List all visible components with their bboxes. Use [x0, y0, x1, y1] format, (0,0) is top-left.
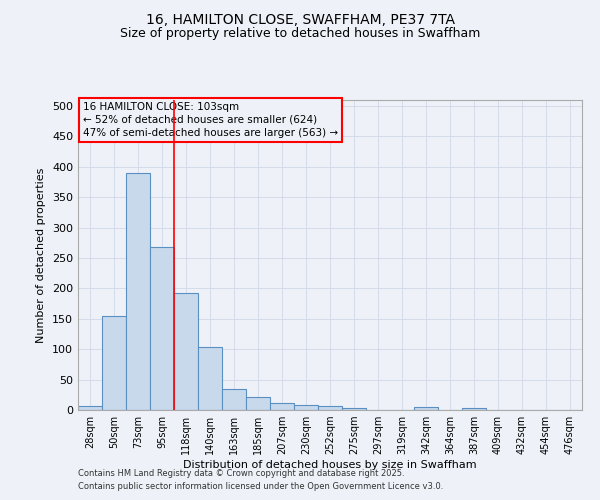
Bar	[246, 396, 270, 410]
Bar	[270, 402, 294, 410]
Text: 16, HAMILTON CLOSE, SWAFFHAM, PE37 7TA: 16, HAMILTON CLOSE, SWAFFHAM, PE37 7TA	[146, 12, 455, 26]
Bar	[342, 408, 366, 410]
Y-axis label: Number of detached properties: Number of detached properties	[37, 168, 46, 342]
Bar	[294, 404, 318, 410]
Bar	[318, 406, 342, 410]
Bar	[126, 173, 150, 410]
Text: Size of property relative to detached houses in Swaffham: Size of property relative to detached ho…	[120, 28, 480, 40]
X-axis label: Distribution of detached houses by size in Swaffham: Distribution of detached houses by size …	[183, 460, 477, 470]
Bar	[102, 316, 126, 410]
Bar	[222, 388, 246, 410]
Bar	[78, 406, 102, 410]
Text: Contains public sector information licensed under the Open Government Licence v3: Contains public sector information licen…	[78, 482, 443, 491]
Bar	[150, 247, 174, 410]
Bar	[414, 407, 438, 410]
Text: 16 HAMILTON CLOSE: 103sqm
← 52% of detached houses are smaller (624)
47% of semi: 16 HAMILTON CLOSE: 103sqm ← 52% of detac…	[83, 102, 338, 138]
Bar	[462, 408, 486, 410]
Bar	[174, 292, 198, 410]
Text: Contains HM Land Registry data © Crown copyright and database right 2025.: Contains HM Land Registry data © Crown c…	[78, 468, 404, 477]
Bar	[198, 348, 222, 410]
